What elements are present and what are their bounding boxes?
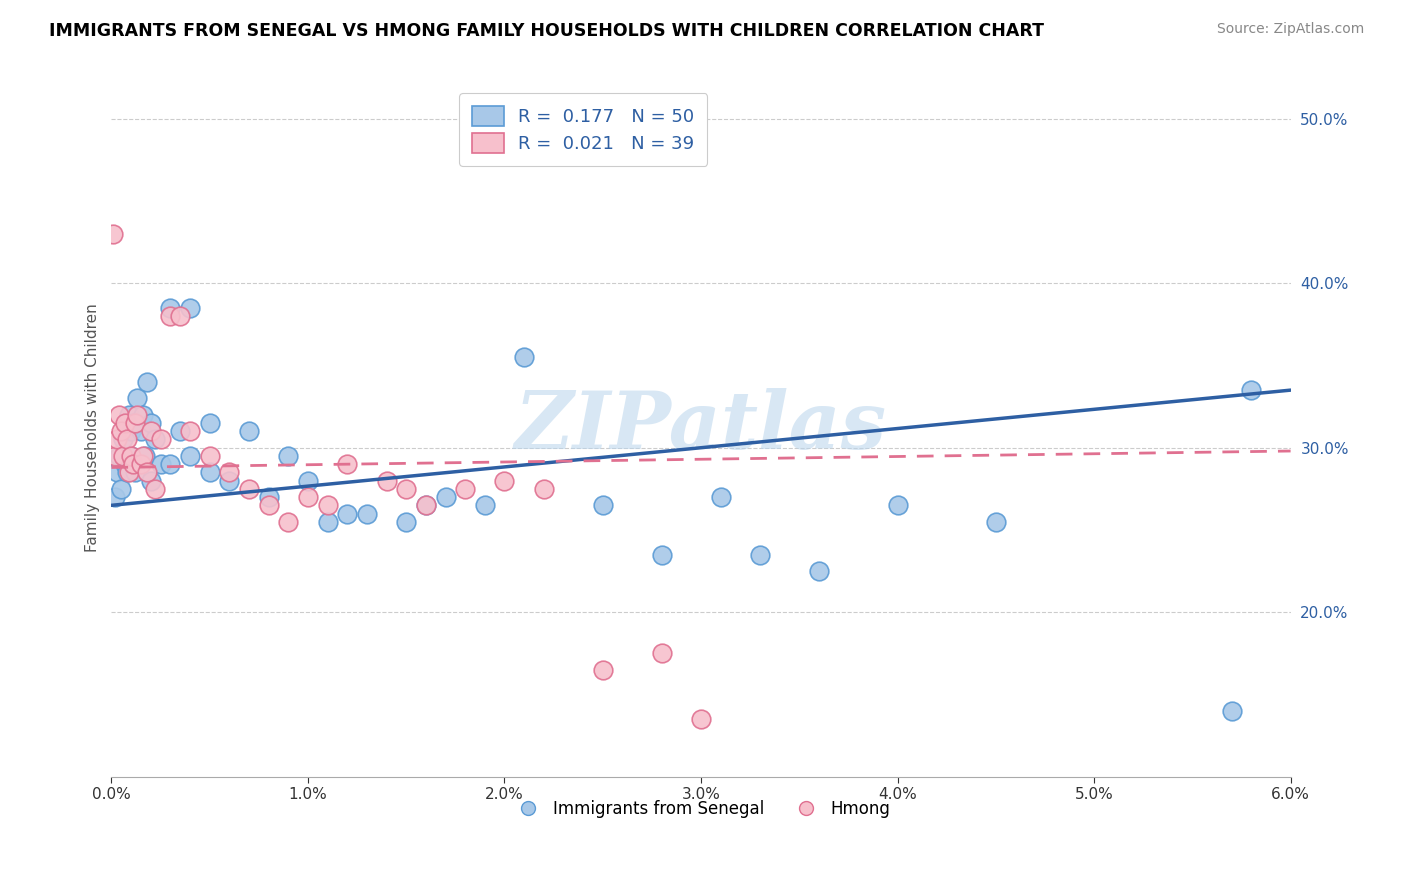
Point [454,482,477,496]
Point [651,647,673,661]
Point [159,301,181,315]
Point [114,416,136,430]
Point [120,449,142,463]
Point [198,466,221,480]
Point [108,449,131,463]
Point [118,408,141,422]
Point [132,449,155,463]
Point [395,515,418,529]
Point [103,227,125,241]
Point [159,457,181,471]
Point [198,416,221,430]
Point [1220,704,1243,718]
Point [375,474,398,488]
Point [297,490,319,504]
Point [179,424,201,438]
Point [104,449,127,463]
Point [143,482,166,496]
Point [108,408,131,422]
Point [218,466,240,480]
Point [124,466,146,480]
Point [218,474,240,488]
Point [257,490,280,504]
Point [114,457,136,471]
Point [277,515,299,529]
Text: Source: ZipAtlas.com: Source: ZipAtlas.com [1216,22,1364,37]
Point [139,424,162,438]
Point [1240,383,1263,397]
Point [415,499,437,513]
Y-axis label: Family Households with Children: Family Households with Children [86,302,100,551]
Point [690,712,713,726]
Point [238,424,260,438]
Point [134,449,156,463]
Point [139,416,162,430]
Point [149,433,172,447]
Point [749,548,772,562]
Point [179,449,201,463]
Point [807,564,830,578]
Point [179,301,201,315]
Point [110,482,132,496]
Point [336,457,359,471]
Point [336,507,359,521]
Point [105,433,128,447]
Point [129,424,152,438]
Point [115,433,138,447]
Point [474,499,496,513]
Point [115,466,138,480]
Text: IMMIGRANTS FROM SENEGAL VS HMONG FAMILY HOUSEHOLDS WITH CHILDREN CORRELATION CHA: IMMIGRANTS FROM SENEGAL VS HMONG FAMILY … [49,22,1045,40]
Point [984,515,1007,529]
Point [110,424,132,438]
Point [198,449,221,463]
Point [592,663,614,677]
Point [120,424,142,438]
Point [129,457,152,471]
Point [297,474,319,488]
Point [238,482,260,496]
Point [120,449,142,463]
Point [112,449,135,463]
Point [494,474,516,488]
Point [105,466,128,480]
Text: ZIPatlas: ZIPatlas [515,388,887,466]
Point [104,490,127,504]
Point [112,433,135,447]
Point [434,490,457,504]
Point [710,490,733,504]
Point [149,457,172,471]
Point [135,375,157,389]
Legend: Immigrants from Senegal, Hmong: Immigrants from Senegal, Hmong [505,793,897,824]
Point [651,548,673,562]
Point [122,457,145,471]
Point [533,482,555,496]
Point [513,350,536,364]
Point [356,507,378,521]
Point [159,309,181,323]
Point [169,424,191,438]
Point [316,515,339,529]
Point [257,499,280,513]
Point [169,309,191,323]
Point [316,499,339,513]
Point [118,466,141,480]
Point [886,499,908,513]
Point [122,416,145,430]
Point [135,466,157,480]
Point [125,392,148,406]
Point [139,474,162,488]
Point [415,499,437,513]
Point [143,433,166,447]
Point [277,449,299,463]
Point [132,408,155,422]
Point [592,499,614,513]
Point [124,416,146,430]
Point [395,482,418,496]
Point [125,408,148,422]
